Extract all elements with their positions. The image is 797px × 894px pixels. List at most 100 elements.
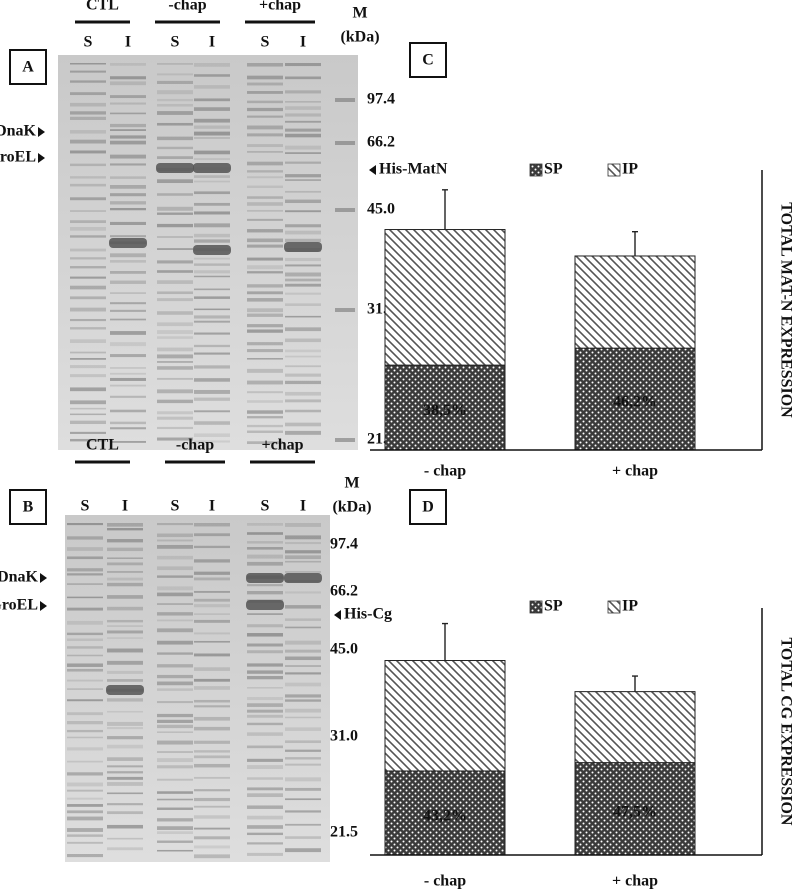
marker-size: 66.2 [330,583,358,600]
lane-label: S [261,34,270,51]
gel-band [110,63,146,66]
gel-band [157,322,193,327]
gel-band [247,709,283,713]
gel-band [157,366,193,370]
gel-band [284,573,322,583]
gel-band [110,193,146,197]
gel-band [110,207,146,211]
gel-band [70,285,106,290]
gel-band [107,811,143,815]
gel-band [285,120,321,123]
gel-band [67,523,103,526]
gel-band [157,523,193,526]
gel-band [157,758,193,763]
legend-label: IP [622,161,638,178]
gel-band [157,652,193,655]
gel-band [247,291,283,295]
gel-band [285,145,321,150]
lane-label: S [171,34,180,51]
y-axis-label: TOTAL MAT-N EXPRESSION [777,202,794,418]
gel-band [285,656,321,661]
gel-band [247,368,283,373]
gel-band [247,82,283,86]
band-label: DnaK [0,123,37,140]
gel-band [70,438,106,442]
gel-band [107,625,143,627]
gel-band [285,174,321,178]
gel-band [285,399,321,403]
gel-band [285,238,321,243]
gel-band [157,90,193,95]
gel-band [157,612,193,616]
gel-band [157,98,193,102]
gel-band [194,320,230,323]
gel-band [285,640,321,645]
gel-band [107,771,143,774]
gel-band [247,687,283,689]
gel-band [70,176,106,179]
gel-band [194,223,230,228]
gel-band [70,318,106,322]
gel-band [70,387,106,392]
gel-band [247,584,283,587]
gel-band [194,211,230,215]
panel-box [409,42,447,78]
gel-band [157,179,193,184]
gel-band [70,235,106,238]
gel-band [107,765,143,768]
gel-band [110,129,146,131]
gel-band [247,133,283,137]
gel-band [70,339,106,343]
gel-band [194,523,230,527]
gel-band [194,590,230,593]
gel-band [70,80,106,83]
group-label: CTL [86,0,119,14]
gel-band [247,441,283,445]
gel-band [70,374,106,378]
gel-band [247,313,283,317]
gel-band [285,257,321,262]
gel-band [247,703,283,707]
gel-band [194,755,230,759]
ladder-band [335,438,355,442]
gel-band [285,283,321,287]
lane-label: I [125,34,131,51]
gel-band [157,713,193,718]
gel-band [285,292,321,295]
gel-band [285,571,321,573]
gel-band [247,400,283,403]
gel-band [110,102,146,105]
gel-band [247,176,283,179]
gel-band [107,539,143,543]
gel-band [285,128,321,132]
panel-label: B [23,499,34,516]
gel-band [157,361,193,363]
gel-band [157,270,193,273]
marker-size: 45.0 [367,201,395,218]
gel-band [285,694,321,698]
gel-band [70,257,106,260]
gel-band [194,678,230,682]
arrow [369,165,376,175]
gel-band [70,248,106,252]
gel-band [247,229,283,233]
gel-band [67,789,103,792]
gel-band [247,150,283,153]
gel-band [194,686,230,690]
gel-band [107,782,143,786]
gel-band [157,411,193,415]
gel-band [247,758,283,762]
gel-band [107,803,143,806]
gel-band [285,373,321,377]
gel-band [157,555,193,560]
gel-band [157,280,193,284]
gel-band [194,107,230,111]
gel-band [67,853,103,858]
gel-band [157,63,193,65]
gel-band [157,260,193,264]
gel-band [110,123,146,128]
gel-band [194,98,230,102]
gel-band [285,430,321,435]
gel-band [110,421,146,425]
gel-band [107,582,143,587]
